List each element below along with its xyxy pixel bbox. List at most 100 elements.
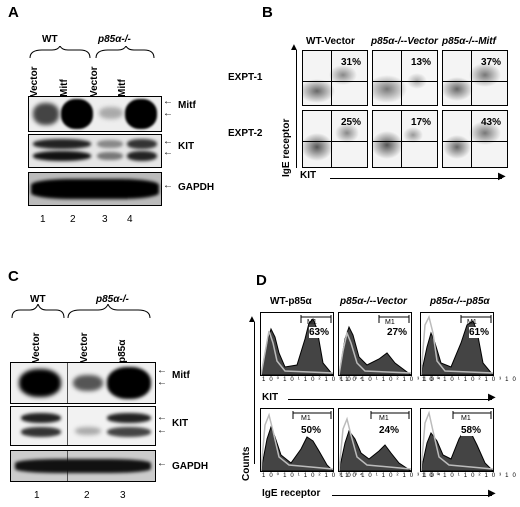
ticks-d-1-3: 10⁰10¹10²10³10⁴	[422, 377, 520, 383]
group-brackets-c	[11, 304, 151, 319]
pct-d-2-2: 24%	[379, 425, 400, 436]
flow-plot-b-1-3: 37%	[442, 50, 508, 106]
pct-d-1-2: 27%	[387, 327, 408, 338]
lane-number-4: 4	[127, 214, 133, 225]
arrow-kit-c-2: ←	[157, 425, 167, 436]
y-axis-line-d	[254, 322, 255, 464]
group-label-ko: p85α-/-	[98, 34, 131, 45]
x-axis-label-d-top: KIT	[262, 392, 279, 403]
blot-kit-c	[10, 406, 156, 446]
arrow-mitf-c-2: ←	[157, 377, 167, 388]
ticks-d-1-2: 10⁰10¹10²10³10⁴	[340, 377, 445, 383]
x-axis-line-d-bottom	[332, 495, 492, 496]
lane-label-c-1: Vector	[31, 332, 42, 363]
panel-label-b: B	[262, 4, 273, 21]
ticks-d-2-2: 10⁰10¹10²10³10⁴	[340, 473, 445, 479]
x-axis-arrow-d-top: ▶	[488, 392, 496, 403]
x-axis-arrow-d-bottom: ▶	[488, 488, 496, 499]
blot-gapdh-c	[10, 450, 156, 482]
blot-label-mitf-c: Mitf	[172, 370, 190, 381]
x-axis-line-b	[330, 178, 502, 179]
arrow-mitf-1: ←	[163, 96, 173, 107]
arrow-gapdh: ←	[163, 180, 173, 191]
arrow-kit-c-1: ←	[157, 412, 167, 423]
y-axis-line-b	[296, 50, 297, 168]
blot-label-kit-c: KIT	[172, 418, 189, 429]
pct-d-2-3: 58%	[461, 425, 482, 436]
col-title-d-3: p85α-/--p85α	[430, 296, 490, 307]
pct-b-2-1: 25%	[341, 117, 362, 128]
arrow-kit-2: ←	[163, 147, 173, 158]
histogram-d-2-2: M1 24%	[338, 408, 412, 472]
histogram-d-2-3: M1 58%	[420, 408, 494, 472]
marker-d-1-2: M1	[385, 319, 395, 326]
lane-label-2: Mitf	[59, 79, 70, 97]
histogram-d-1-1: M1 63%	[260, 312, 334, 376]
ticks-d-2-1: 10⁰10¹10²10³10⁴	[262, 473, 367, 479]
pct-b-1-3: 37%	[481, 57, 502, 68]
flow-plot-b-2-1: 25%	[302, 110, 368, 168]
ticks-d-1-1: 10⁰10¹10²10³10⁴	[262, 377, 367, 383]
flow-plot-b-2-2: 17%	[372, 110, 438, 168]
col-title-b-3: p85α-/--Mitf	[442, 36, 496, 47]
pct-d-1-3: 61%	[469, 327, 490, 338]
histogram-d-2-1: M1 50%	[260, 408, 334, 472]
flow-plot-b-1-1: 31%	[302, 50, 368, 106]
lane-number-c-1: 1	[34, 490, 40, 501]
lane-label-1: Vector	[29, 66, 40, 97]
marker-d-2-2: M1	[379, 415, 389, 422]
blot-label-mitf: Mitf	[178, 100, 196, 111]
group-label-wt: WT	[42, 34, 58, 45]
marker-d-1-3: M1	[467, 319, 477, 326]
lane-label-c-3: p85α	[117, 339, 128, 363]
flow-plot-b-1-2: 13%	[372, 50, 438, 106]
flow-plot-b-2-3: 43%	[442, 110, 508, 168]
lane-label-4: Mitf	[117, 79, 128, 97]
lane-number-c-2: 2	[84, 490, 90, 501]
x-axis-line-d-top	[288, 399, 492, 400]
blot-gapdh	[28, 172, 162, 206]
x-axis-label-d-bottom: IgE receptor	[262, 488, 321, 499]
arrow-mitf-c-1: ←	[157, 365, 167, 376]
row-title-expt1: EXPT-1	[228, 72, 263, 83]
lane-number-1: 1	[40, 214, 46, 225]
y-axis-label-b: IgE receptor	[281, 118, 292, 177]
lane-label-c-2: Vector	[79, 332, 90, 363]
panel-label-a: A	[8, 4, 19, 21]
blot-kit	[28, 134, 162, 168]
histogram-d-1-3: M1 61%	[420, 312, 494, 376]
panel-label-d: D	[256, 272, 267, 289]
pct-b-1-2: 13%	[411, 57, 432, 68]
pct-b-1-1: 31%	[341, 57, 362, 68]
pct-b-2-2: 17%	[411, 117, 432, 128]
y-axis-arrow-d: ▲	[247, 314, 257, 325]
blot-label-gapdh: GAPDH	[178, 182, 215, 193]
group-label-ko-c: p85α-/-	[96, 294, 129, 305]
pct-d-2-1: 50%	[301, 425, 322, 436]
arrow-gapdh-c: ←	[157, 458, 167, 469]
marker-d-1-1: M1	[307, 319, 317, 326]
group-label-wt-c: WT	[30, 294, 46, 305]
group-brackets	[29, 46, 155, 59]
x-axis-arrow-b: ▶	[498, 171, 506, 182]
pct-b-2-3: 43%	[481, 117, 502, 128]
blot-label-gapdh-c: GAPDH	[172, 461, 209, 472]
blot-mitf	[28, 96, 162, 132]
lane-number-c-3: 3	[120, 490, 126, 501]
y-axis-label-d: Counts	[241, 446, 252, 481]
col-title-d-1: WT-p85α	[270, 296, 312, 307]
blot-label-kit: KIT	[178, 141, 195, 152]
col-title-b-2: p85α-/--Vector	[371, 36, 438, 47]
histogram-d-1-2: M1 27%	[338, 312, 412, 376]
marker-d-2-3: M1	[461, 415, 471, 422]
marker-d-2-1: M1	[301, 415, 311, 422]
lane-label-3: Vector	[89, 66, 100, 97]
arrow-mitf-2: ←	[163, 108, 173, 119]
ticks-d-2-3: 10⁰10¹10²10³10⁴	[422, 473, 520, 479]
lane-number-2: 2	[70, 214, 76, 225]
row-title-expt2: EXPT-2	[228, 128, 263, 139]
arrow-kit-1: ←	[163, 136, 173, 147]
y-axis-arrow-b: ▲	[289, 42, 299, 53]
pct-d-1-1: 63%	[309, 327, 330, 338]
lane-number-3: 3	[102, 214, 108, 225]
